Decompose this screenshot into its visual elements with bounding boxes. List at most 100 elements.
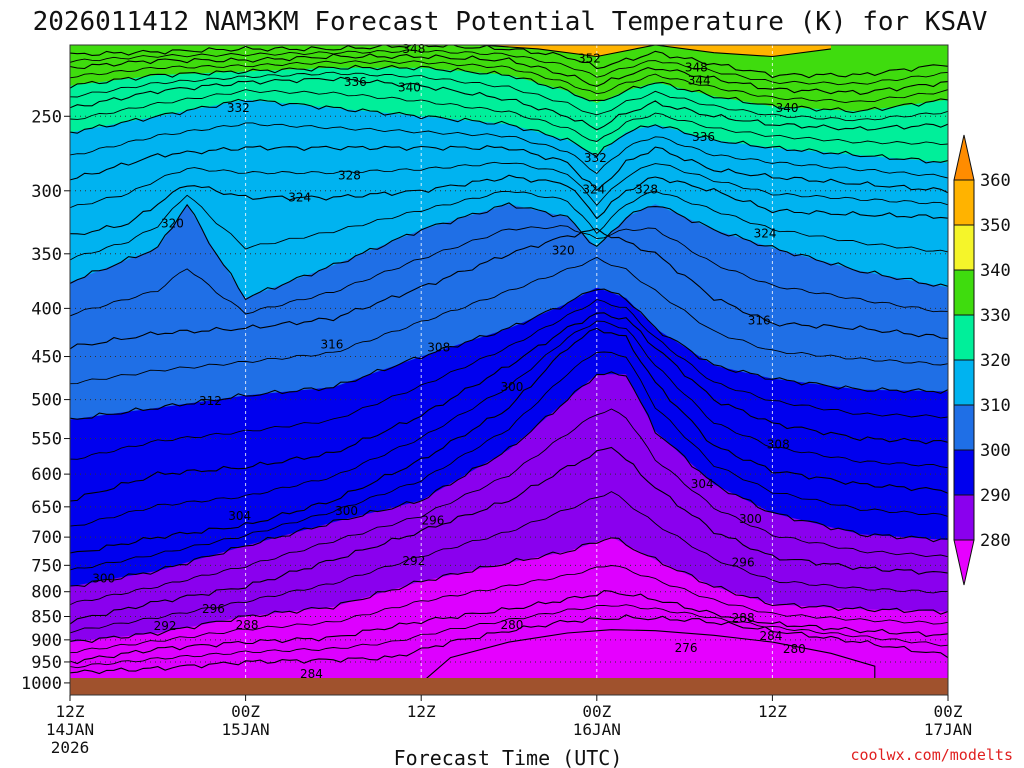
isentrope-316: [70, 227, 948, 350]
y-tick-label: 850: [31, 607, 62, 627]
contour-label: 284: [300, 667, 323, 681]
plot-frame: [69, 44, 949, 696]
y-tick-label: 500: [31, 391, 62, 411]
isentrope-292: [70, 537, 948, 643]
colorbar-label: 320: [980, 351, 1011, 371]
x-tick-label: 00Z: [934, 702, 963, 721]
isentrope-324: [70, 174, 948, 236]
isentrope-328: [70, 145, 948, 194]
contour-label: 300: [92, 572, 115, 586]
contour-label: 352: [578, 51, 601, 65]
y-tick-label: 1000: [21, 674, 62, 694]
grid-lines: [70, 45, 948, 695]
contour-label: 300: [335, 504, 358, 518]
contour-label: 292: [402, 554, 425, 568]
contour-label: 280: [783, 642, 806, 656]
isentrope-mid-309: [70, 299, 948, 460]
y-tick-label: 900: [31, 631, 62, 651]
colorbar-swatch: [953, 404, 975, 451]
isentrope-mid-317: [70, 225, 948, 317]
x-tick-label: 00Z: [582, 702, 611, 721]
contour-label: 344: [688, 73, 711, 87]
colorbar-label: 300: [980, 441, 1011, 461]
colorbar-swatch: [953, 269, 975, 316]
isentrope-mid-333: [70, 89, 948, 146]
contour-label: 296: [732, 556, 755, 570]
colorbar-label: 350: [980, 216, 1011, 236]
contour-label: 292: [154, 619, 177, 633]
isentrope-mid-321: [70, 190, 948, 261]
contour-label: 308: [427, 340, 450, 354]
surface-bar: [70, 678, 948, 695]
contour-label: 336: [692, 130, 715, 144]
contour-label: 340: [398, 80, 421, 94]
contour-label: 332: [227, 101, 250, 115]
y-tick-label: 400: [31, 299, 62, 319]
isentrope-284: [70, 614, 948, 675]
contour-label: 340: [776, 101, 799, 115]
isentrope-mid-305: [70, 320, 948, 527]
colorbar-extend-low: [953, 539, 975, 586]
x-tick-label: 16JAN: [573, 720, 621, 739]
isentrope-280: [420, 629, 876, 684]
isentrope-mid-325: [70, 161, 948, 209]
contour-label: 316: [320, 338, 343, 352]
colorbar-label: 330: [980, 306, 1011, 326]
contour-label: 296: [202, 602, 225, 616]
y-tick-label: 450: [31, 348, 62, 368]
x-tick-label: 00Z: [231, 702, 260, 721]
y-tick-label: 600: [31, 465, 62, 485]
isentrope-mid-285: [70, 604, 948, 669]
colorbar: 360 350 340 330 320 310 300 290 280: [953, 134, 1011, 586]
isentrope-mid-345: [70, 49, 948, 86]
y-tick-label: 550: [31, 430, 62, 450]
isentrope-304: [70, 327, 948, 554]
y-tick-label: 250: [31, 107, 62, 127]
isentrope-296: [70, 446, 948, 625]
colorbar-swatch: [953, 494, 975, 541]
contour-label: 328: [635, 182, 658, 196]
colorbar-label: 360: [980, 171, 1011, 191]
colorbar-swatch: [953, 359, 975, 406]
isentrope-mid-289: [70, 565, 948, 654]
y-axis: 250 300 350 400 450 500 550 600 650 700 750 800 850 9…: [21, 107, 70, 694]
potential-temperature-fill: [70, 45, 948, 695]
chart-title: 2026011412 NAM3KM Forecast Potential Tem…: [33, 7, 988, 37]
contour-label: 304: [228, 509, 251, 523]
isentrope-mid-341: [70, 60, 948, 104]
y-tick-label: 350: [31, 245, 62, 265]
isentrope-340: [70, 64, 948, 114]
x-tick-label: 17JAN: [924, 720, 972, 739]
colorbar-label: 280: [980, 531, 1011, 551]
credit-text: coolwx.com/modelts: [850, 746, 1013, 764]
colorbar-extend-high: [953, 134, 975, 181]
isentrope-288: [70, 590, 948, 665]
contour-label: 324: [754, 226, 777, 240]
contour-label: 276: [675, 641, 698, 655]
isentrope-336: [70, 76, 948, 131]
contour-label: 332: [584, 151, 607, 165]
y-tick-label: 300: [31, 182, 62, 202]
x-tick-label: 12Z: [56, 702, 85, 721]
contour-label: 320: [161, 217, 184, 231]
contour-label: 300: [739, 512, 762, 526]
isentrope-312: [70, 288, 948, 420]
x-tick-label: 12Z: [407, 702, 436, 721]
contour-label: 320: [552, 243, 575, 257]
isentrope-308: [70, 312, 948, 502]
x-axis-label: Forecast Time (UTC): [394, 746, 623, 768]
isentrope-332: [70, 98, 948, 164]
colorbar-swatch: [953, 179, 975, 226]
y-tick-label: 800: [31, 583, 62, 603]
isentrope-mid-301: [70, 351, 948, 571]
contour-label: 324: [582, 182, 605, 196]
colorbar-swatch: [953, 224, 975, 271]
isentrope-mid-297: [70, 408, 948, 606]
isentrope-mid-313: [70, 256, 948, 385]
contour-label: 324: [288, 191, 311, 205]
y-tick-label: 750: [31, 556, 62, 576]
colorbar-label: 310: [980, 396, 1011, 416]
